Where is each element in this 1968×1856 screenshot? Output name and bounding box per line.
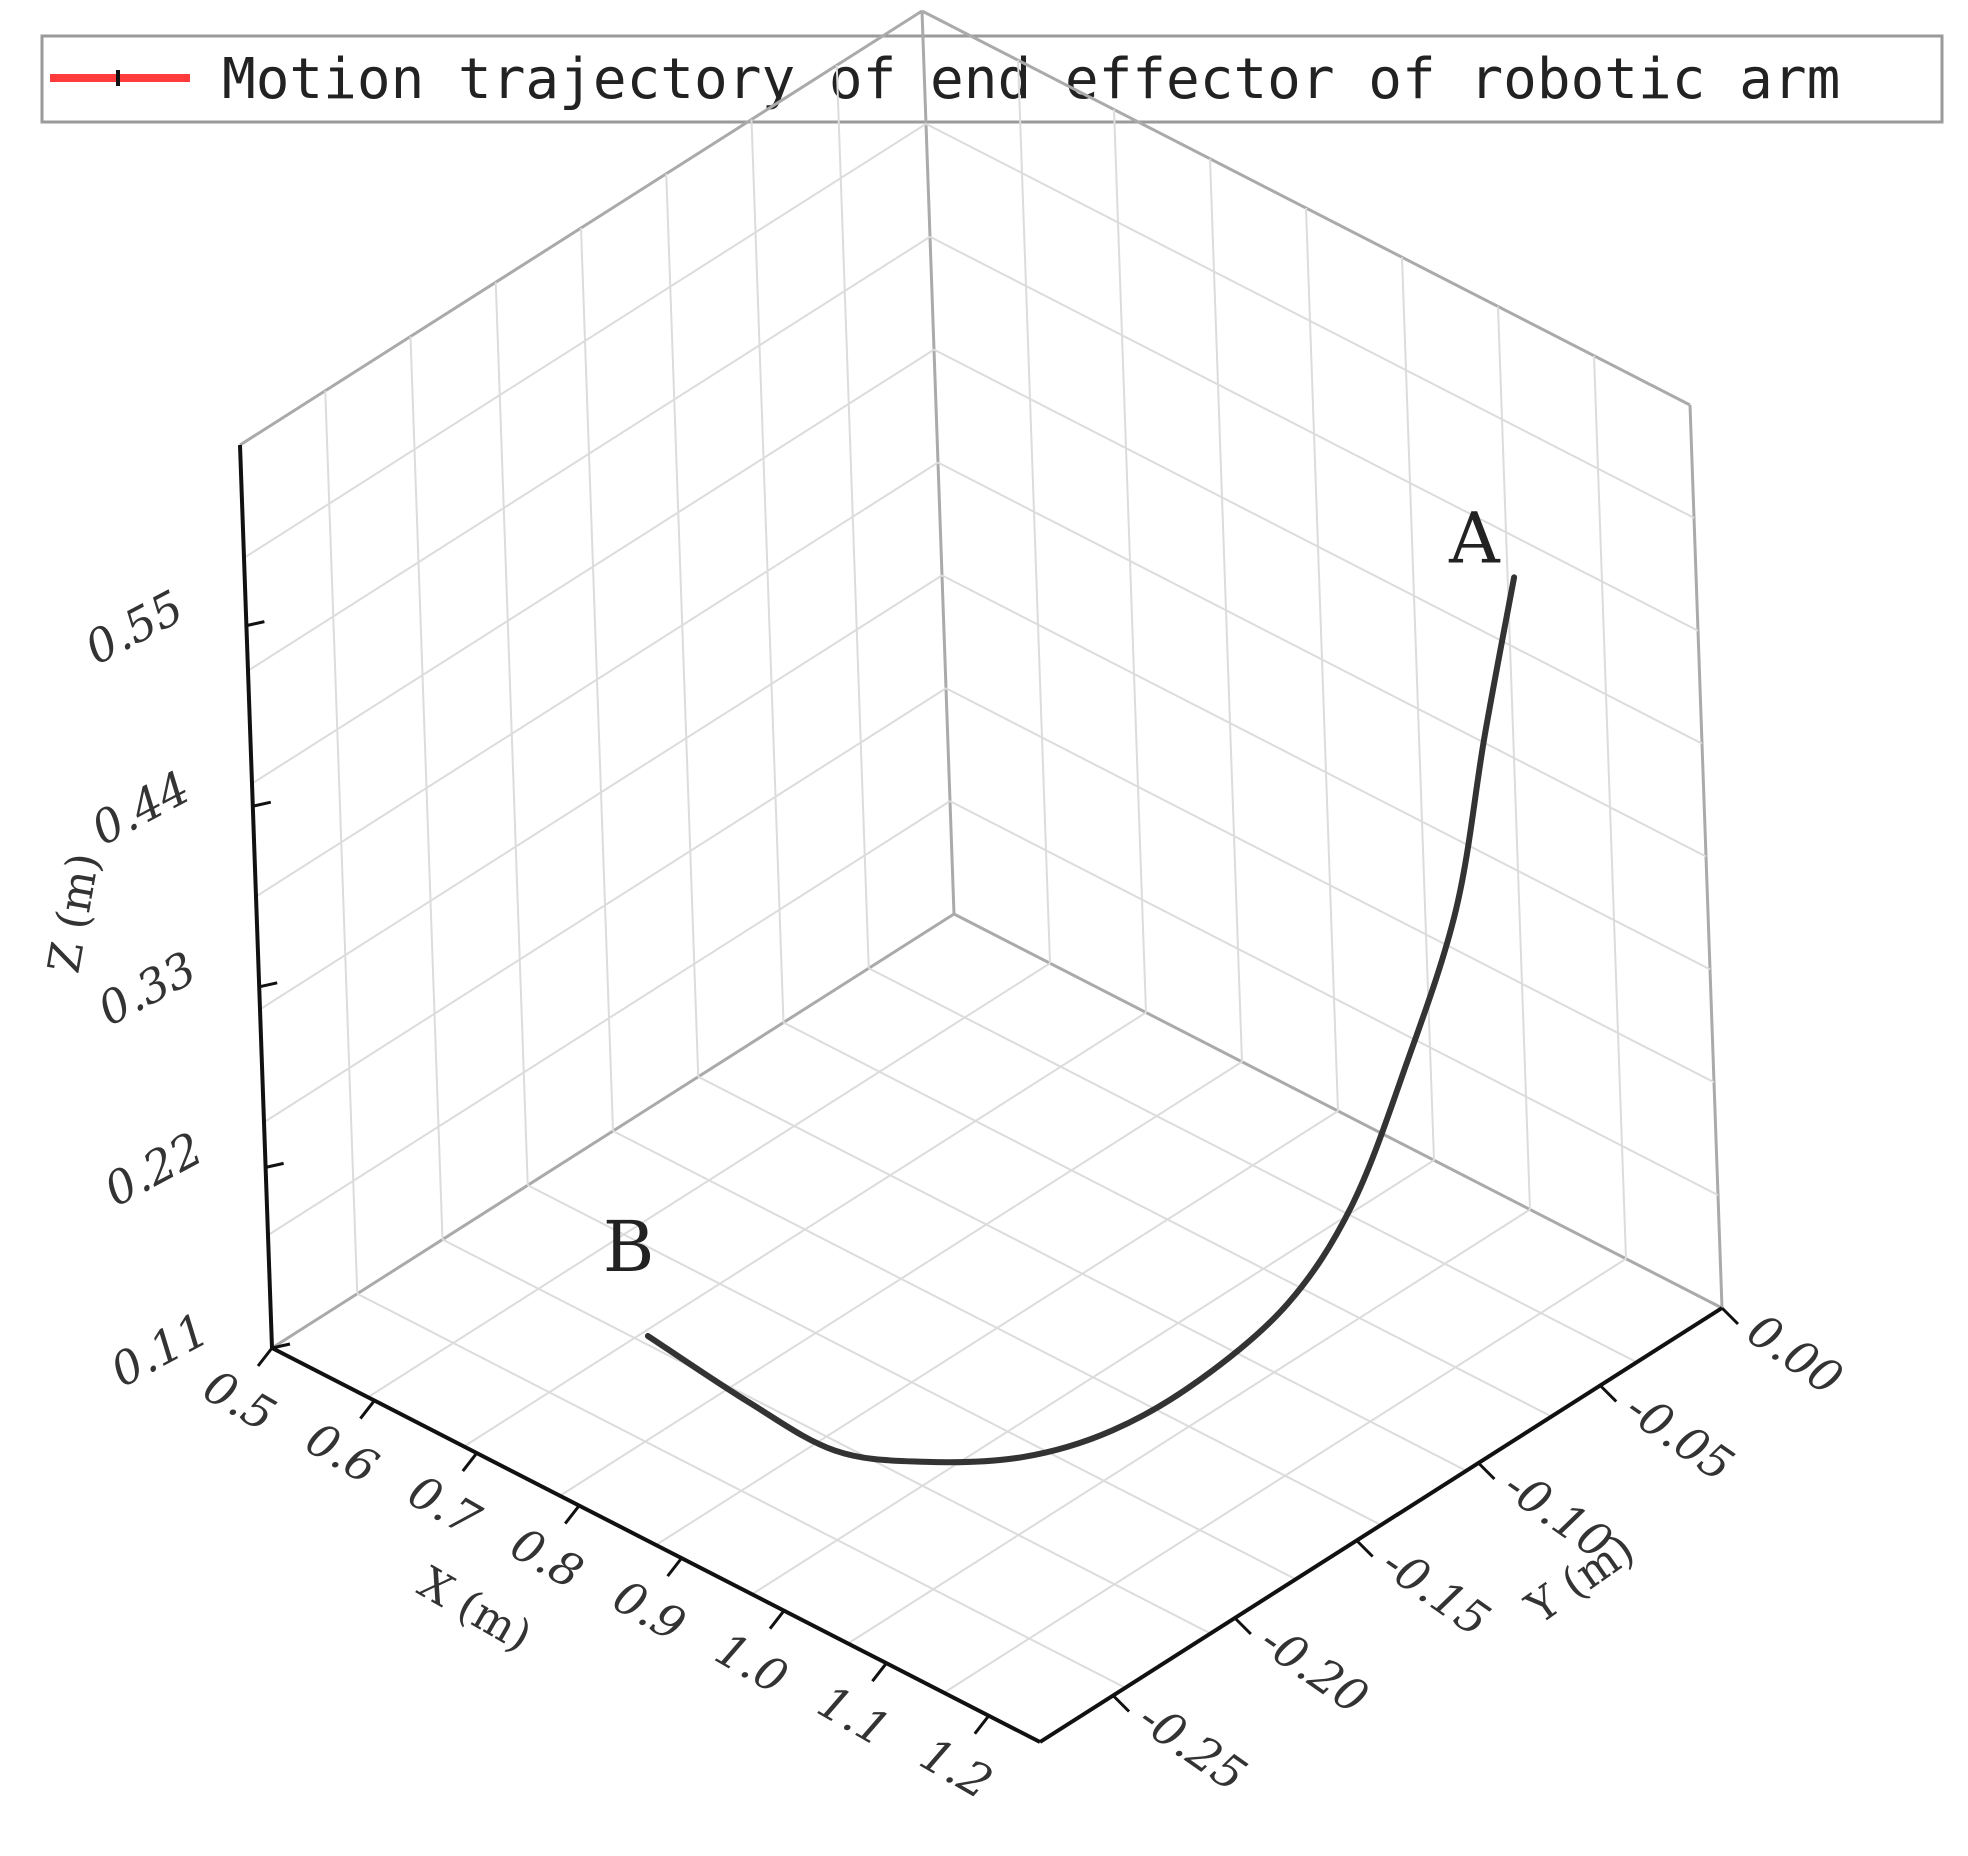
z-tick (265, 1161, 284, 1169)
z-tick-label: 0.55 (76, 580, 192, 676)
grid-line (929, 235, 1699, 632)
legend-label: Motion trajectory of end effector of rob… (222, 47, 1840, 112)
grid-line (835, 65, 870, 969)
y-tick (1233, 1616, 1252, 1636)
x-tick-label: 1.0 (707, 1621, 797, 1704)
z-tick (258, 981, 278, 989)
z-tick-label: 0.22 (95, 1121, 211, 1217)
x-tick-label: 0.7 (399, 1464, 490, 1548)
trajectory-layer (644, 574, 1518, 1466)
grid-line (868, 967, 1638, 1364)
grid-line (751, 1159, 1435, 1596)
grid-line (937, 461, 1707, 858)
grid-line (251, 348, 935, 785)
y-axis-line (1038, 1306, 1724, 1744)
x-axis-line (271, 1346, 1041, 1744)
legend: Motion trajectory of end effector of rob… (40, 34, 1944, 124)
y-tick (1477, 1461, 1496, 1481)
grid-line (1593, 355, 1627, 1259)
z-tick-label: 0.33 (89, 941, 205, 1037)
annotations: AB (603, 497, 1501, 1288)
axis-ticks: 0.110.220.330.440.550.50.60.70.80.91.01.… (76, 580, 1852, 1810)
grid-line (612, 1130, 1382, 1526)
y-tick (1720, 1306, 1740, 1326)
x-tick (564, 1504, 581, 1525)
y-tick-label: -0.05 (1616, 1380, 1744, 1492)
point-label-b: B (603, 1206, 654, 1288)
y-tick-label: -0.25 (1129, 1690, 1257, 1802)
axis-lines (238, 444, 1724, 1744)
grid-line (697, 1075, 1467, 1472)
grid-line (783, 1021, 1552, 1418)
grid-line (943, 1257, 1627, 1694)
grid-line (243, 123, 927, 559)
x-tick-label: 0.8 (502, 1516, 592, 1599)
y-tick (1112, 1694, 1131, 1713)
x-tick (973, 1714, 990, 1735)
grid-line (847, 1208, 1531, 1645)
x-tick (256, 1347, 274, 1367)
x-tick (359, 1399, 376, 1420)
x-tick-label: 0.6 (297, 1411, 387, 1494)
y-tick-label: 0.00 (1738, 1303, 1853, 1406)
x-tick (871, 1662, 888, 1683)
grid-line (925, 122, 1695, 519)
grid-line (750, 119, 785, 1023)
y-tick-label: -0.15 (1372, 1535, 1500, 1647)
z-tick-label: 0.11 (102, 1302, 218, 1398)
trajectory-series-line (644, 574, 1518, 1466)
grid-line (255, 461, 939, 898)
x-tick (461, 1452, 478, 1472)
grid-line (247, 235, 931, 672)
grid-line (933, 348, 1703, 745)
x-tick (666, 1557, 683, 1578)
z-tick (252, 800, 272, 808)
grid-line (1497, 306, 1531, 1210)
z-tick (246, 620, 265, 628)
grid-line (665, 173, 700, 1077)
y-tick-label: -0.20 (1251, 1613, 1379, 1725)
point-label-a: A (1448, 497, 1501, 579)
x-tick-label: 0.5 (195, 1359, 285, 1442)
y-tick (1355, 1539, 1374, 1558)
grid-lines (243, 60, 1719, 1694)
z-tick (271, 1342, 291, 1350)
legend-box (40, 34, 1944, 124)
z-axis-line (238, 444, 274, 1349)
y-tick (1599, 1384, 1618, 1403)
x-tick-label: 1.1 (809, 1674, 899, 1757)
z-tick-label: 0.44 (83, 760, 199, 856)
x-tick-label: 1.2 (911, 1726, 1001, 1809)
x-tick-label: 0.9 (604, 1569, 694, 1652)
x-tick (768, 1609, 786, 1630)
z-axis-label: Z (m) (39, 849, 110, 977)
pane-edges (239, 9, 1724, 1350)
